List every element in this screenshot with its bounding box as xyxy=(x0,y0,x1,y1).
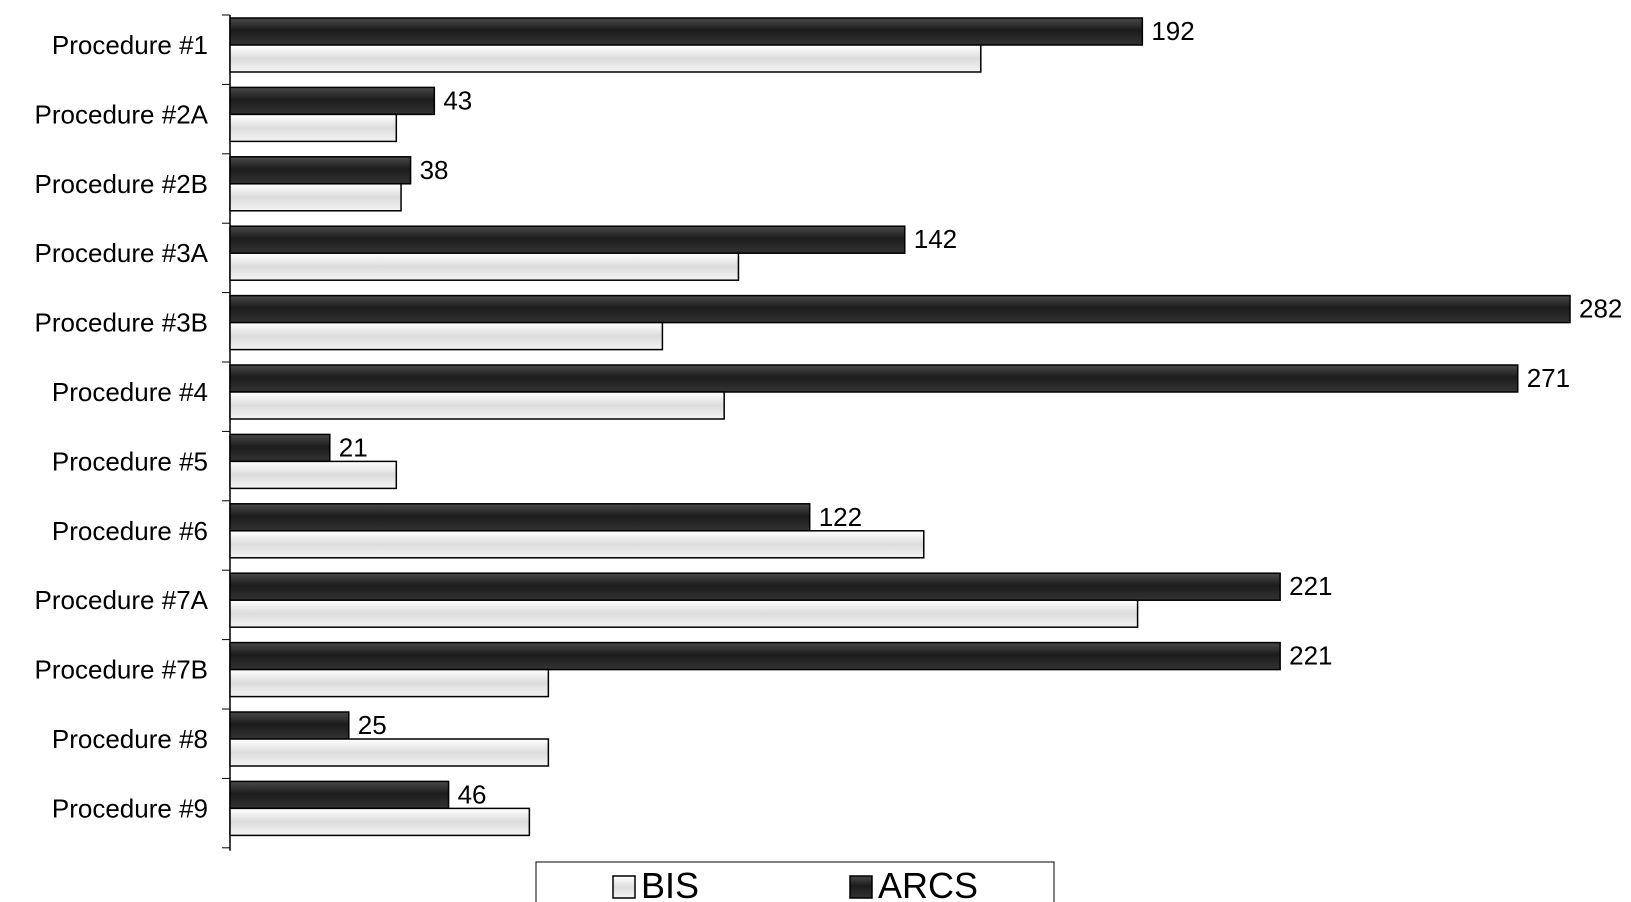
bar-bis xyxy=(229,668,550,698)
data-label-arcs: 192 xyxy=(1151,16,1194,46)
data-label-arcs: 282 xyxy=(1579,294,1622,324)
bar-arcs xyxy=(229,364,1519,393)
data-label-arcs: 46 xyxy=(458,779,487,809)
category-label: Procedure #2B xyxy=(35,169,208,199)
category-label: Procedure #8 xyxy=(52,724,208,754)
bar-arcs xyxy=(229,225,906,254)
data-label-arcs: 271 xyxy=(1527,363,1570,393)
category-label: Procedure #7A xyxy=(35,585,209,615)
bar-bis xyxy=(229,460,398,490)
bar-arcs xyxy=(229,433,331,463)
category-label: Procedure #4 xyxy=(52,377,208,407)
bar-bis xyxy=(229,252,740,281)
bar-bis xyxy=(229,321,664,351)
legend-label-arcs: ARCS xyxy=(878,865,978,902)
category-label: Procedure #2A xyxy=(35,99,209,129)
category-label: Procedure #3A xyxy=(35,238,209,268)
data-label-arcs: 221 xyxy=(1289,641,1332,671)
bar-bis xyxy=(229,807,531,837)
bar-bis xyxy=(229,44,982,73)
bar-bis xyxy=(229,530,925,559)
category-label: Procedure #1 xyxy=(52,30,208,60)
category-label: Procedure #7B xyxy=(35,655,208,685)
category-label: Procedure #9 xyxy=(52,793,208,823)
data-label-arcs: 142 xyxy=(914,224,957,254)
data-label-arcs: 221 xyxy=(1289,571,1332,601)
bar-bis xyxy=(229,391,725,420)
bar-bis xyxy=(229,183,402,212)
bar-arcs xyxy=(229,156,412,185)
bar-bis xyxy=(229,738,550,767)
bar-arcs xyxy=(229,503,811,532)
category-label: Procedure #5 xyxy=(52,446,208,476)
legend: BIS ARCS xyxy=(535,861,1055,902)
data-label-arcs: 122 xyxy=(819,502,862,532)
bar-arcs xyxy=(229,572,1281,601)
data-label-arcs: 43 xyxy=(443,85,472,115)
bar-arcs xyxy=(229,780,450,810)
bar-bis xyxy=(229,113,398,143)
bar-arcs xyxy=(229,641,1281,671)
bar-arcs xyxy=(229,294,1571,324)
category-label: Procedure #6 xyxy=(52,516,208,546)
data-label-arcs: 38 xyxy=(420,155,449,185)
bar-arcs xyxy=(229,711,350,740)
legend-label-bis: BIS xyxy=(641,865,699,902)
bar-arcs xyxy=(229,17,1144,46)
legend-swatch-bis xyxy=(612,875,636,899)
axis-layer xyxy=(222,14,231,851)
category-label: Procedure #3B xyxy=(35,308,208,338)
bars-layer xyxy=(229,17,1571,837)
legend-swatch-arcs xyxy=(849,875,873,899)
data-label-arcs: 21 xyxy=(339,432,368,462)
labels-layer: Procedure #1 192 Procedure #2A 43 Procedure … xyxy=(35,16,1623,823)
data-label-arcs: 25 xyxy=(358,710,387,740)
bar-bis xyxy=(229,599,1139,628)
bar-arcs xyxy=(229,86,436,116)
